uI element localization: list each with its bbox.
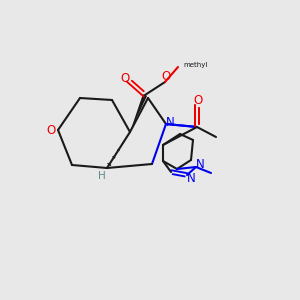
Text: O: O <box>120 73 130 85</box>
Text: methyl: methyl <box>183 62 207 68</box>
Text: H: H <box>98 171 106 181</box>
Text: O: O <box>194 94 202 106</box>
Text: N: N <box>166 116 174 128</box>
Text: N: N <box>196 158 204 170</box>
Polygon shape <box>130 94 147 132</box>
Text: O: O <box>161 70 171 83</box>
Text: O: O <box>46 124 56 136</box>
Text: N: N <box>187 172 195 185</box>
